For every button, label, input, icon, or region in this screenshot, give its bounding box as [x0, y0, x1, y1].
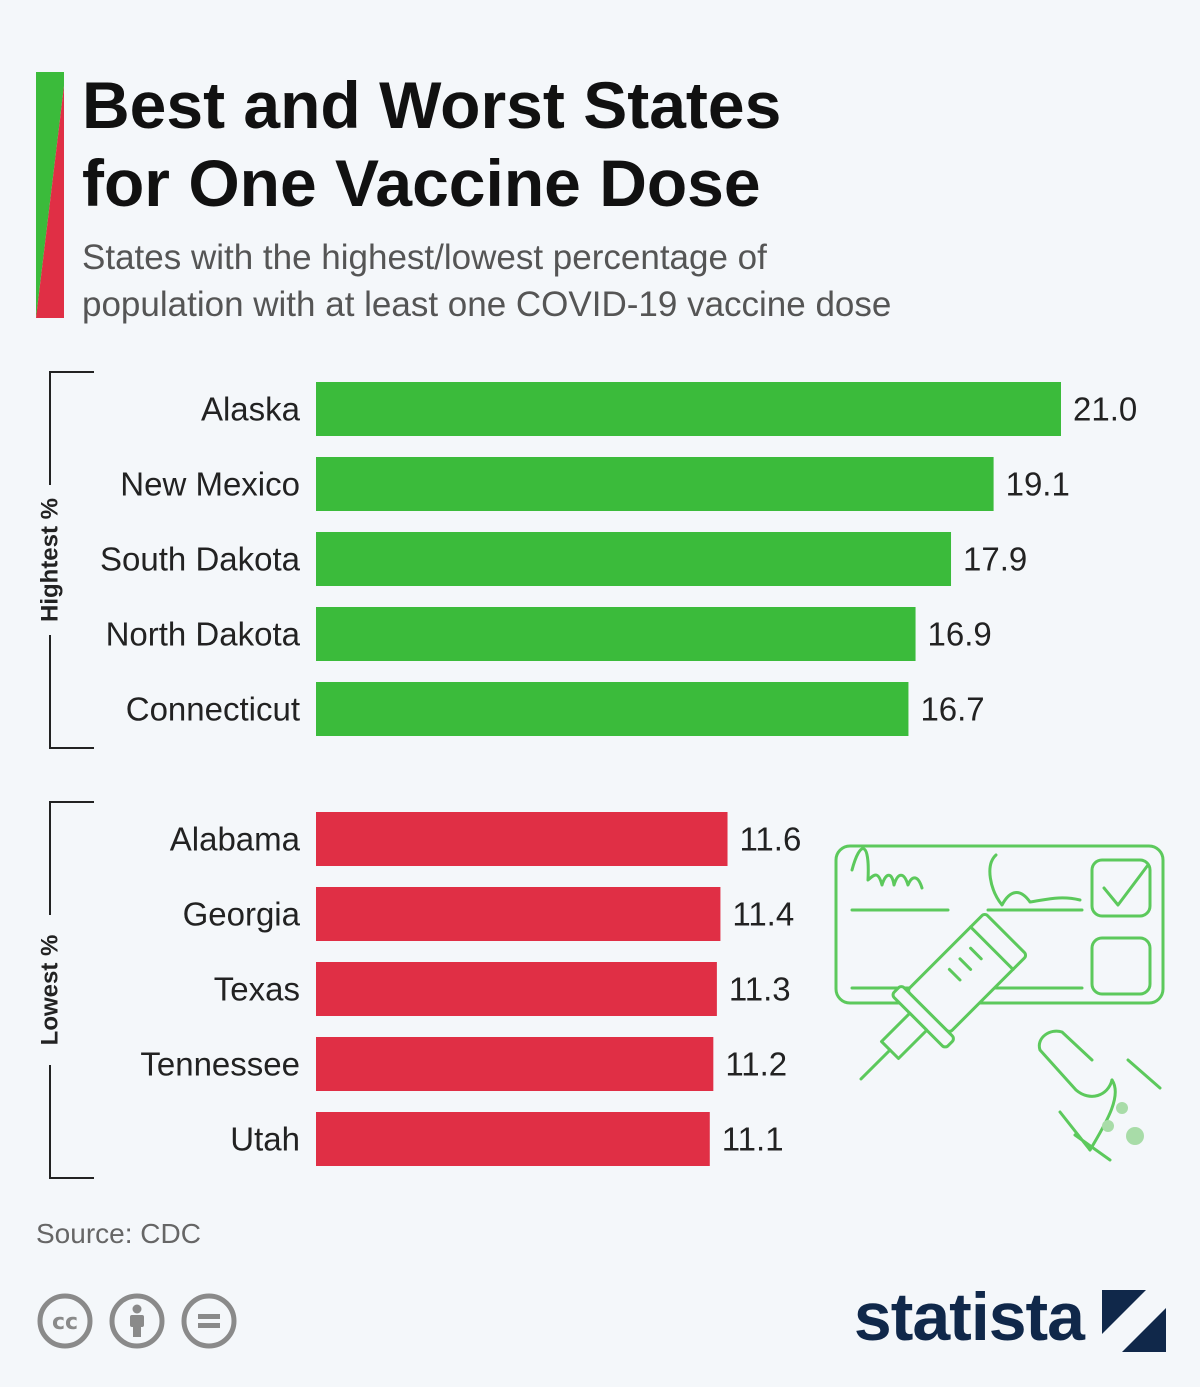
bar [316, 887, 721, 941]
bar [316, 532, 952, 586]
bar [316, 682, 909, 736]
bar [316, 962, 717, 1016]
value-label: 17.9 [963, 541, 1027, 578]
subtitle-line-1: States with the highest/lowest percentag… [82, 238, 767, 277]
value-label: 11.2 [725, 1046, 787, 1083]
category-label: South Dakota [100, 541, 301, 578]
category-label: Georgia [183, 896, 301, 933]
bar [316, 607, 916, 661]
category-label: Utah [230, 1121, 300, 1158]
value-label: 11.4 [732, 896, 794, 933]
group-label: Lowest % [37, 935, 64, 1046]
bar [316, 382, 1061, 436]
svg-text:cc: cc [52, 1310, 78, 1335]
category-label: Tennessee [140, 1046, 300, 1083]
category-label: North Dakota [106, 616, 301, 653]
group-label: Hightest % [37, 498, 64, 622]
title-line-2: for One Vaccine Dose [82, 146, 761, 220]
decorative-dot [1126, 1127, 1144, 1145]
bar-chart: Hightest % Alaska 21.0 New Mexico 19.1 South … [37, 371, 1165, 1179]
value-label: 16.7 [920, 691, 984, 728]
category-label: New Mexico [120, 466, 300, 503]
statista-logo-icon [1102, 1290, 1166, 1352]
subtitle-line-2: population with at least one COVID-19 va… [82, 285, 892, 324]
cc-icon: cc [37, 1293, 93, 1349]
category-label: Connecticut [126, 691, 300, 728]
page-subtitle: States with the highest/lowest percentag… [82, 234, 1162, 328]
bar [316, 1037, 714, 1091]
bar [316, 812, 728, 866]
category-label: Alabama [170, 821, 301, 858]
title-line-1: Best and Worst States [82, 68, 782, 142]
page-title: Best and Worst States for One Vaccine Do… [82, 66, 1162, 222]
bracket-label-gap [40, 485, 60, 635]
category-label: Alaska [201, 391, 301, 428]
value-label: 21.0 [1073, 391, 1137, 428]
vaccination-card-syringe-icon [834, 844, 1165, 1162]
bracket-label-gap [40, 915, 60, 1065]
value-label: 11.3 [729, 971, 791, 1008]
value-label: 11.1 [722, 1121, 784, 1158]
title-accent-bar [36, 72, 64, 318]
attribution-icon [109, 1293, 165, 1349]
decorative-dot [1102, 1120, 1114, 1132]
category-label: Texas [214, 971, 300, 1008]
statista-logo-text: statista [853, 1279, 1085, 1355]
source-note: Source: CDC [36, 1218, 201, 1249]
value-label: 19.1 [1006, 466, 1070, 503]
no-derivatives-icon [181, 1293, 237, 1349]
bar [316, 457, 994, 511]
value-label: 11.6 [740, 821, 802, 858]
decorative-dot [1116, 1102, 1128, 1114]
bar [316, 1112, 710, 1166]
value-label: 16.9 [928, 616, 992, 653]
